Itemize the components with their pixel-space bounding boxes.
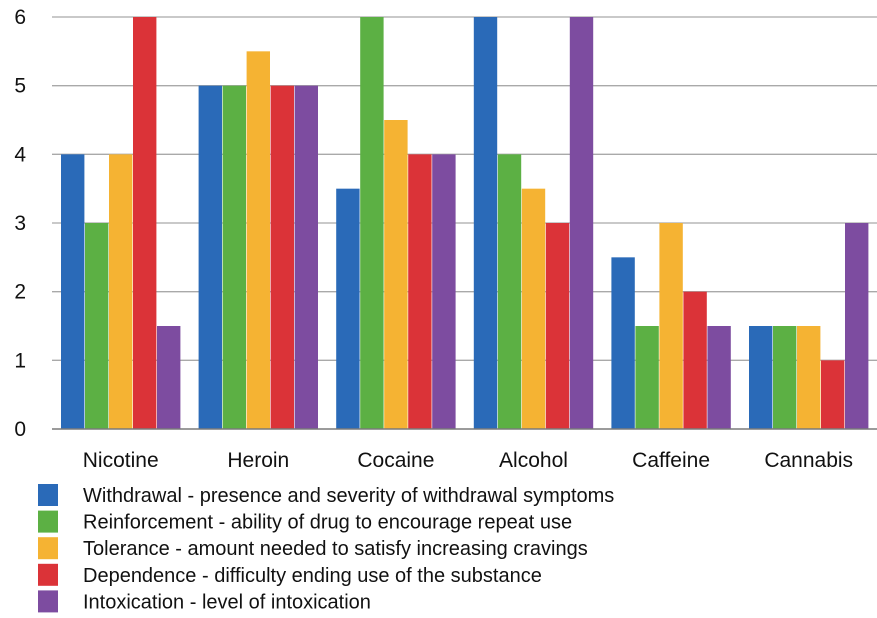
legend-label: Withdrawal - presence and severity of wi…	[83, 485, 614, 507]
bar-group-caffeine	[611, 223, 731, 429]
y-tick-label: 1	[14, 349, 26, 372]
legend-item: Intoxication - level of intoxication	[38, 590, 371, 613]
bar-alcohol-reinforcement	[497, 154, 522, 430]
bar-alcohol-tolerance	[521, 188, 546, 429]
x-category-label: Alcohol	[499, 449, 568, 472]
y-tick-label: 5	[14, 75, 26, 98]
bar-cocaine-dependence	[408, 154, 432, 430]
x-category-label: Cannabis	[764, 449, 853, 472]
bar-caffeine-withdrawal	[611, 257, 635, 429]
bars	[61, 17, 869, 430]
x-category-label: Cocaine	[357, 449, 434, 472]
y-tick-label: 6	[14, 6, 26, 29]
legend-label: Tolerance - amount needed to satisfy inc…	[83, 538, 588, 560]
bar-group-alcohol	[473, 17, 594, 430]
bar-caffeine-dependence	[683, 291, 707, 429]
legend-swatch	[38, 537, 58, 560]
bar-cannabis-intoxication	[845, 223, 869, 429]
bar-caffeine-tolerance	[659, 223, 683, 429]
grid-lines	[52, 16, 877, 361]
bar-cannabis-withdrawal	[749, 326, 773, 429]
bar-heroin-withdrawal	[198, 85, 222, 430]
bar-cocaine-withdrawal	[336, 188, 360, 429]
legend-label: Dependence - difficulty ending use of th…	[83, 565, 542, 587]
bar-cannabis-dependence	[821, 360, 845, 429]
y-tick-label: 4	[14, 143, 26, 166]
y-axis-ticks: 0 1 2 3 4 5 6	[14, 6, 26, 441]
bar-alcohol-withdrawal	[473, 17, 498, 429]
bar-alcohol-intoxication	[569, 17, 594, 429]
bar-group-heroin	[198, 51, 318, 430]
bar-nicotine-tolerance	[109, 154, 133, 430]
x-category-label: Caffeine	[632, 449, 710, 472]
x-category-label: Nicotine	[83, 449, 159, 472]
bar-caffeine-reinforcement	[635, 326, 659, 429]
bar-cocaine-tolerance	[384, 120, 408, 429]
bar-cocaine-intoxication	[432, 154, 456, 430]
legend-label: Intoxication - level of intoxication	[83, 591, 371, 613]
legend-item: Reinforcement - ability of drug to encou…	[38, 510, 572, 534]
bar-alcohol-dependence	[545, 223, 570, 429]
bar-group-cocaine	[336, 17, 456, 430]
x-category-label: Heroin	[227, 449, 289, 472]
bar-heroin-tolerance	[246, 51, 270, 429]
bar-heroin-reinforcement	[222, 85, 246, 430]
legend-swatch	[38, 563, 58, 586]
legend: Withdrawal - presence and severity of wi…	[38, 484, 614, 613]
y-tick-label: 2	[14, 281, 26, 304]
bar-heroin-dependence	[270, 85, 294, 430]
legend-swatch	[38, 510, 58, 533]
bar-caffeine-intoxication	[707, 326, 731, 429]
legend-item: Withdrawal - presence and severity of wi…	[38, 484, 614, 507]
bar-nicotine-withdrawal	[61, 154, 85, 430]
legend-swatch	[38, 484, 58, 506]
y-tick-label: 0	[14, 418, 26, 441]
bar-cannabis-reinforcement	[773, 326, 797, 429]
bar-heroin-intoxication	[294, 85, 318, 430]
legend-item: Dependence - difficulty ending use of th…	[38, 563, 542, 587]
legend-swatch	[38, 590, 58, 613]
bar-group-nicotine	[61, 17, 181, 430]
bar-group-cannabis	[749, 223, 869, 429]
legend-item: Tolerance - amount needed to satisfy inc…	[38, 537, 588, 560]
bar-cocaine-reinforcement	[360, 17, 384, 429]
bar-nicotine-dependence	[133, 17, 157, 429]
y-tick-label: 3	[14, 212, 26, 235]
bar-nicotine-intoxication	[157, 326, 181, 429]
bar-cannabis-tolerance	[797, 326, 821, 429]
bar-nicotine-reinforcement	[85, 223, 109, 429]
legend-label: Reinforcement - ability of drug to encou…	[83, 512, 572, 534]
x-axis-categories: Nicotine Heroin Cocaine Alcohol Caffeine Cann…	[83, 449, 853, 472]
